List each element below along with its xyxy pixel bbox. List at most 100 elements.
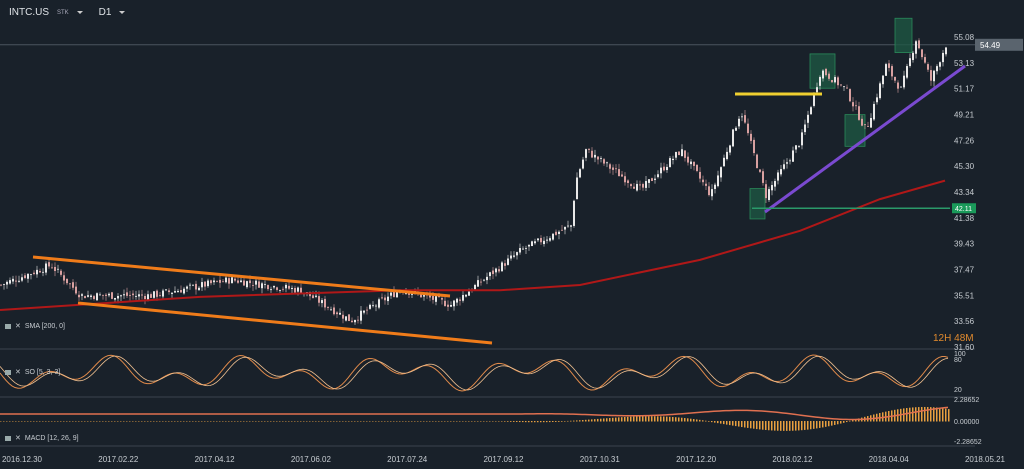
- candle: [219, 279, 221, 283]
- macd-histogram-bar: [42, 421, 44, 422]
- macd-histogram-bar: [99, 421, 101, 422]
- candle: [240, 280, 242, 283]
- settings-icon[interactable]: [5, 323, 11, 329]
- candle: [48, 262, 50, 267]
- macd-histogram-bar: [678, 417, 680, 422]
- macd-histogram-bar: [330, 421, 332, 422]
- candle: [648, 179, 650, 183]
- candle: [198, 287, 200, 291]
- candle: [822, 70, 824, 79]
- so-d-line: [0, 355, 949, 391]
- chevron-down-icon[interactable]: [76, 11, 83, 14]
- candle: [639, 184, 641, 186]
- candle: [234, 278, 236, 281]
- candle: [693, 161, 695, 166]
- candle: [360, 310, 362, 321]
- candle: [264, 284, 266, 285]
- macd-histogram-bar: [138, 421, 140, 422]
- macd-histogram-bar: [624, 417, 626, 422]
- close-icon[interactable]: ✕: [15, 369, 21, 376]
- macd-histogram-bar: [699, 419, 701, 422]
- candle: [558, 231, 560, 234]
- so-tick-label: 20: [954, 387, 962, 394]
- candle: [42, 271, 44, 273]
- macd-histogram-bar: [726, 421, 728, 425]
- candle: [894, 77, 896, 81]
- macd-histogram-bar: [738, 421, 740, 427]
- macd-histogram-bar: [258, 421, 260, 422]
- candle: [723, 157, 725, 167]
- macd-histogram-bar: [468, 421, 470, 422]
- macd-histogram-bar: [849, 420, 851, 422]
- candle: [531, 241, 533, 247]
- candle: [789, 160, 791, 162]
- candle: [378, 299, 380, 308]
- macd-histogram-bar: [261, 421, 263, 422]
- candle: [330, 309, 332, 311]
- macd-histogram-bar: [402, 421, 404, 422]
- settings-icon[interactable]: [5, 369, 11, 375]
- candle: [552, 233, 554, 240]
- candle: [210, 280, 212, 284]
- candle: [594, 154, 596, 158]
- macd-histogram-bar: [804, 421, 806, 430]
- instrument-type[interactable]: STK: [57, 9, 69, 16]
- macd-histogram-bar: [123, 421, 125, 422]
- candle: [690, 161, 692, 165]
- macd-histogram-bar: [351, 421, 353, 422]
- candle: [681, 149, 683, 157]
- macd-histogram-bar: [180, 421, 182, 422]
- candle: [555, 231, 557, 235]
- y-tick-label: 55.08: [954, 33, 975, 42]
- candle: [588, 148, 590, 150]
- x-tick-label: 2018.02.12: [772, 455, 813, 464]
- close-icon[interactable]: ✕: [15, 323, 21, 330]
- candle: [603, 159, 605, 164]
- macd-histogram-bar: [129, 421, 131, 422]
- candle: [870, 118, 872, 128]
- candle: [771, 185, 773, 191]
- candle: [903, 75, 905, 88]
- macd-histogram-bar: [621, 417, 623, 422]
- close-icon[interactable]: ✕: [15, 435, 21, 442]
- macd-label: MACD [12, 26, 9]: [24, 434, 79, 442]
- macd-histogram-bar: [396, 421, 398, 422]
- symbol[interactable]: INTC.US: [9, 7, 49, 18]
- macd-histogram-bar: [474, 421, 476, 422]
- candle: [528, 244, 530, 247]
- macd-histogram-bar: [513, 421, 515, 422]
- chevron-down-icon[interactable]: [119, 11, 126, 14]
- macd-histogram-bar: [489, 421, 491, 422]
- x-tick-label: 2017.04.12: [195, 455, 236, 464]
- macd-histogram-bar: [309, 421, 311, 422]
- candle: [351, 320, 353, 323]
- candle: [465, 294, 467, 297]
- candle: [750, 133, 752, 141]
- macd-histogram-bar: [750, 421, 752, 429]
- macd-histogram-bar: [198, 421, 200, 422]
- macd-histogram-bar: [795, 421, 797, 431]
- macd-histogram-bar: [408, 421, 410, 422]
- macd-histogram-bar: [669, 416, 671, 422]
- candle: [423, 295, 425, 297]
- candle: [132, 293, 134, 296]
- timeframe[interactable]: D1: [98, 7, 112, 18]
- macd-histogram-bar: [516, 421, 518, 422]
- macd-histogram-bar: [360, 421, 362, 422]
- candle: [324, 298, 326, 308]
- y-tick-label: 41.38: [954, 214, 975, 223]
- channel-lower-line: [77, 301, 493, 345]
- candle: [363, 310, 365, 313]
- last-price-label: 54.49: [980, 41, 1001, 50]
- candle: [114, 297, 116, 300]
- settings-icon[interactable]: [5, 435, 11, 441]
- candle: [627, 180, 629, 183]
- candle: [762, 171, 764, 183]
- macd-histogram-bar: [711, 421, 713, 423]
- candle: [621, 174, 623, 177]
- candle: [444, 300, 446, 307]
- macd-histogram-bar: [543, 421, 545, 423]
- macd-histogram-bar: [12, 421, 14, 422]
